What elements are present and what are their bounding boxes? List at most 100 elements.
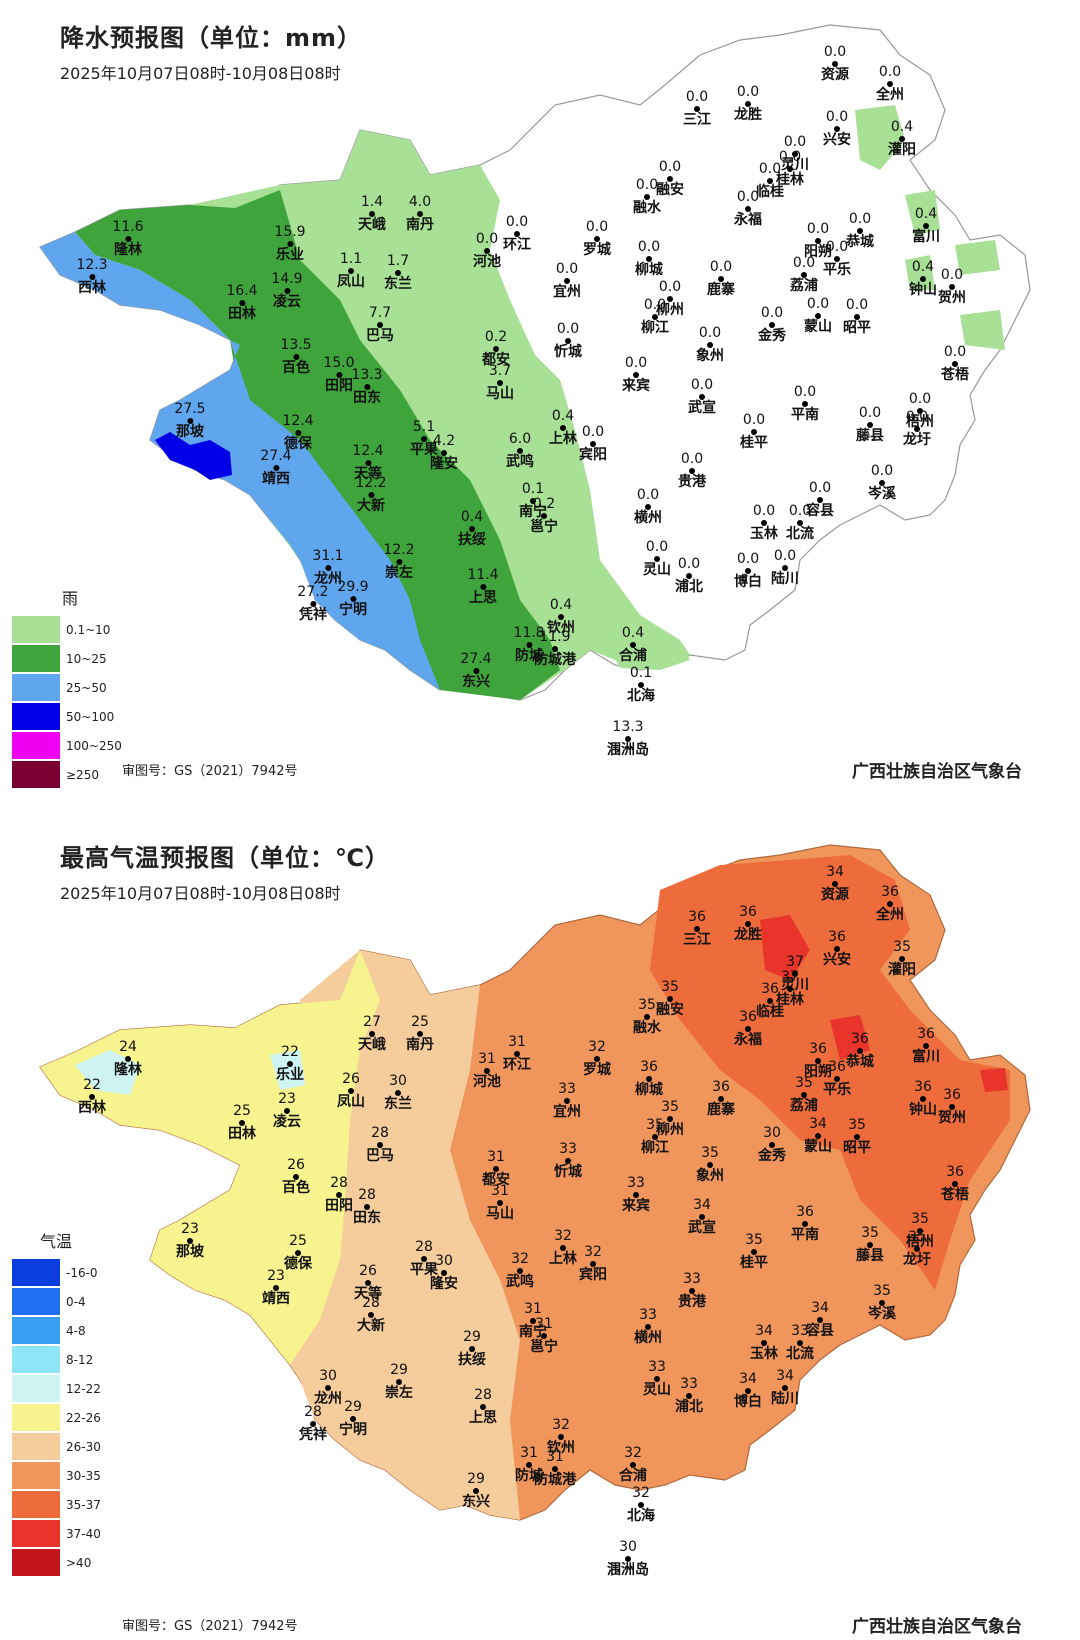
station-dot-icon [867, 422, 873, 428]
temp-station-value: 33 [680, 1376, 698, 1392]
rain-legend-title: 雨 [62, 589, 79, 608]
station-dot-icon [952, 361, 958, 367]
temp-station-name: 钟山 [909, 1102, 937, 1118]
rain-station-value: 0.0 [624, 355, 648, 371]
temp-legend-label: -16-0 [66, 1265, 98, 1280]
rain-station-value: 5.1 [412, 419, 436, 435]
temp-station-value: 36 [828, 929, 846, 945]
station-dot-icon [699, 1214, 705, 1220]
station-dot-icon [857, 1048, 863, 1054]
rain-station-33: 0.0 贺州 [938, 268, 966, 306]
temp-station-name: 平乐 [823, 1082, 851, 1098]
temp-station-69: 31 邕宁 [530, 1317, 558, 1355]
temp-station-38: 34 蒙山 [804, 1117, 832, 1155]
temp-legend-row-1: -16-0 [12, 1258, 101, 1287]
station-dot-icon [815, 313, 821, 319]
rain-station-value: 0.0 [742, 412, 766, 428]
rain-station-value: 0.0 [645, 539, 669, 555]
rain-station-86: 11.9 防城港 [534, 630, 576, 668]
temp-station-name: 巴马 [366, 1148, 394, 1164]
rain-station-value: 27.5 [174, 401, 206, 417]
temp-station-name: 融水 [633, 1020, 661, 1036]
temp-station-value: 36 [914, 1079, 932, 1095]
rain-station-name: 恭城 [846, 234, 874, 250]
temp-station-name: 兴安 [823, 952, 851, 968]
temp-station-value: 35 [701, 1145, 719, 1161]
station-dot-icon [441, 450, 447, 456]
temp-legend-row-4: 8-12 [12, 1345, 101, 1374]
temp-station-name: 岑溪 [868, 1306, 896, 1322]
temp-station-name: 永福 [734, 1032, 762, 1048]
rain-station-name: 钦州 [547, 620, 575, 636]
rain-station-name: 天等 [353, 466, 382, 482]
station-dot-icon [364, 1204, 370, 1210]
rain-station-70: 0.0 横州 [634, 488, 662, 526]
station-dot-icon [694, 926, 700, 932]
station-dot-icon [817, 497, 823, 503]
rain-station-value: 11.4 [467, 567, 499, 583]
temp-zone-hot [650, 855, 1010, 1290]
station-dot-icon [335, 372, 342, 378]
temp-station-name: 靖西 [262, 1291, 290, 1307]
station-dot-icon [479, 584, 486, 590]
rain-station-value: 27.2 [297, 584, 329, 600]
rain-station-name: 防城港 [534, 652, 576, 668]
rain-station-value: 3.7 [488, 363, 512, 379]
station-dot-icon [238, 300, 245, 306]
station-dot-icon [630, 642, 636, 648]
rain-station-value: 0.4 [914, 206, 938, 222]
station-dot-icon [832, 881, 838, 887]
station-dot-icon [834, 126, 840, 132]
rain-station-name: 鹿寨 [707, 282, 735, 298]
rain-station-name: 金秀 [758, 328, 786, 344]
station-dot-icon [552, 1466, 558, 1472]
temp-legend-label: 4-8 [66, 1323, 86, 1338]
temp-station-value: 23 [278, 1091, 296, 1107]
rain-station-value: 0.0 [858, 405, 882, 421]
station-dot-icon [336, 1192, 342, 1198]
temp-station-value: 34 [755, 1323, 773, 1339]
temp-station-84: 32 钦州 [547, 1418, 575, 1456]
rain-station-name: 涠洲岛 [607, 742, 649, 758]
rain-title: 降水预报图（单位：mm） [60, 24, 363, 52]
station-dot-icon [761, 1340, 767, 1346]
rain-station-15: 11.6 隆林 [112, 220, 143, 258]
temp-station-value: 30 [389, 1073, 407, 1089]
temp-station-value: 30 [619, 1539, 637, 1555]
rain-station-53: 0.0 梧州 [906, 392, 934, 430]
rain-station-value: 0.0 [752, 503, 776, 519]
temp-station-name: 柳江 [641, 1140, 669, 1156]
rain-station-value: 12.2 [383, 542, 415, 558]
station-dot-icon [625, 736, 631, 742]
temp-legend: 气温 -16-0 0-4 4-8 8-12 12-22 22-26 26-30 30-35 35… [12, 1228, 101, 1577]
rain-station-name: 田阳 [324, 378, 353, 394]
rain-station-value: 27.4 [260, 448, 292, 464]
station-dot-icon [801, 272, 807, 278]
rain-station-name: 柳城 [635, 262, 663, 278]
temp-station-name: 容县 [806, 1323, 834, 1339]
station-dot-icon [751, 1249, 757, 1255]
temp-station-62: 32 武鸣 [506, 1252, 534, 1290]
temp-station-31: 36 平乐 [823, 1060, 851, 1098]
station-dot-icon [530, 1318, 536, 1324]
temp-station-value: 32 [511, 1251, 529, 1267]
temp-station-41: 26 百色 [282, 1158, 310, 1196]
temp-station-45: 28 田阳 [325, 1176, 353, 1214]
station-dot-icon [324, 565, 331, 571]
rain-station-69: 0.2 邕宁 [530, 497, 558, 535]
temp-station-value: 34 [811, 1300, 829, 1316]
rain-legend-label: 25~50 [66, 680, 107, 695]
temp-station-name: 富川 [912, 1049, 940, 1065]
temp-station-name: 陆川 [771, 1391, 799, 1407]
rain-station-55: 27.5 那坡 [174, 402, 205, 440]
station-dot-icon [365, 1280, 371, 1286]
station-dot-icon [917, 1228, 923, 1234]
temp-station-value: 36 [712, 1079, 730, 1095]
rain-station-value: 0.0 [736, 84, 760, 100]
station-dot-icon [745, 101, 751, 107]
station-dot-icon [745, 921, 751, 927]
temp-station-46: 28 田东 [353, 1188, 381, 1226]
rain-station-name: 凤山 [337, 274, 365, 290]
rain-station-85: 11.8 防城 [513, 626, 544, 664]
rain-station-79: 11.4 上思 [467, 568, 498, 606]
